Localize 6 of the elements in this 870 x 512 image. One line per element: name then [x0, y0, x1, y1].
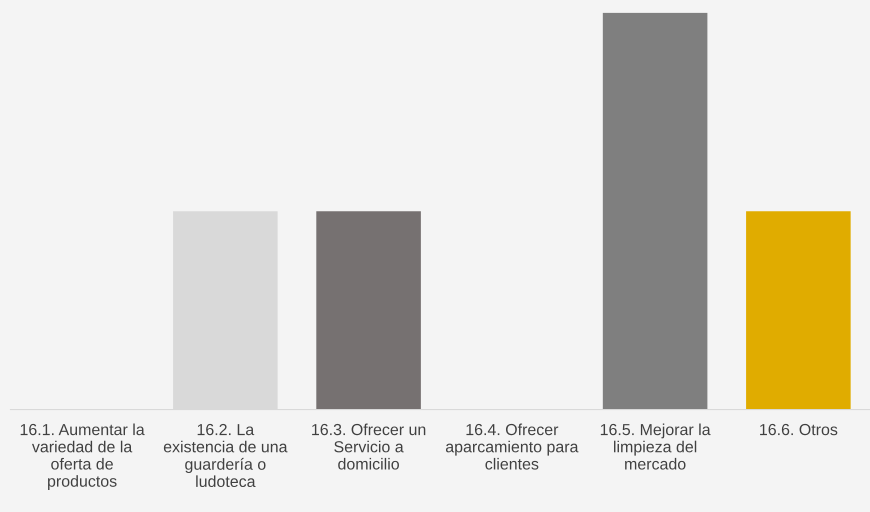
x-tick-label: 16.5. Mejorar la limpieza del mercado: [600, 423, 711, 470]
x-tick-label: 16.1. Aumentar la variedad de la oferta de productos: [20, 423, 145, 490]
x-tick-label: 16.3. Ofrecer un Servicio a domicilio: [312, 424, 426, 470]
x-tick-label: 16.4. Ofrecer aparcamiento para clientes: [446, 424, 578, 470]
x-tick-label: 16.6. Otros: [760, 424, 838, 436]
x-tick-label: 16.2. La existencia de una guardería o ludoteca: [164, 424, 288, 488]
